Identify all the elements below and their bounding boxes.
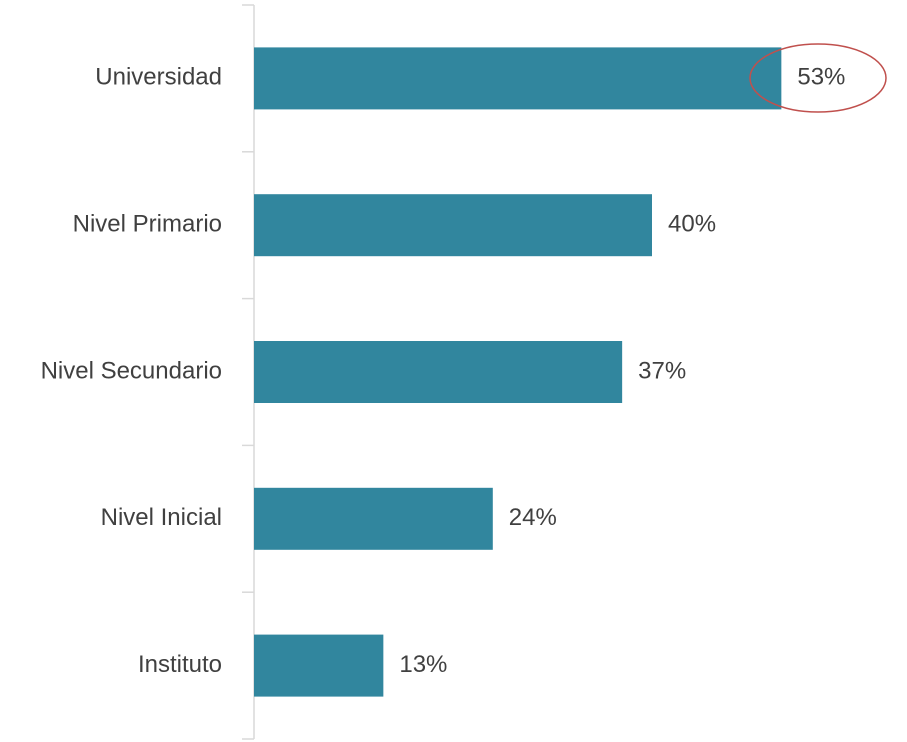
data-label: 24%: [509, 504, 557, 531]
data-label: 13%: [399, 651, 447, 678]
data-label: 53%: [797, 64, 845, 91]
bar: [254, 47, 782, 110]
bar: [254, 634, 384, 697]
data-label: 37%: [638, 357, 686, 384]
y-tick-label: Instituto: [138, 651, 222, 678]
bar: [254, 487, 493, 550]
bar: [254, 341, 623, 403]
highlight-ellipse: [749, 43, 887, 113]
data-label: 40%: [668, 211, 716, 238]
y-tick-label: Universidad: [95, 64, 222, 91]
bar: [254, 194, 652, 257]
y-tick-label: Nivel Primario: [73, 211, 222, 238]
y-tick-label: Nivel Secundario: [41, 357, 222, 384]
y-tick-label: Nivel Inicial: [101, 504, 222, 531]
